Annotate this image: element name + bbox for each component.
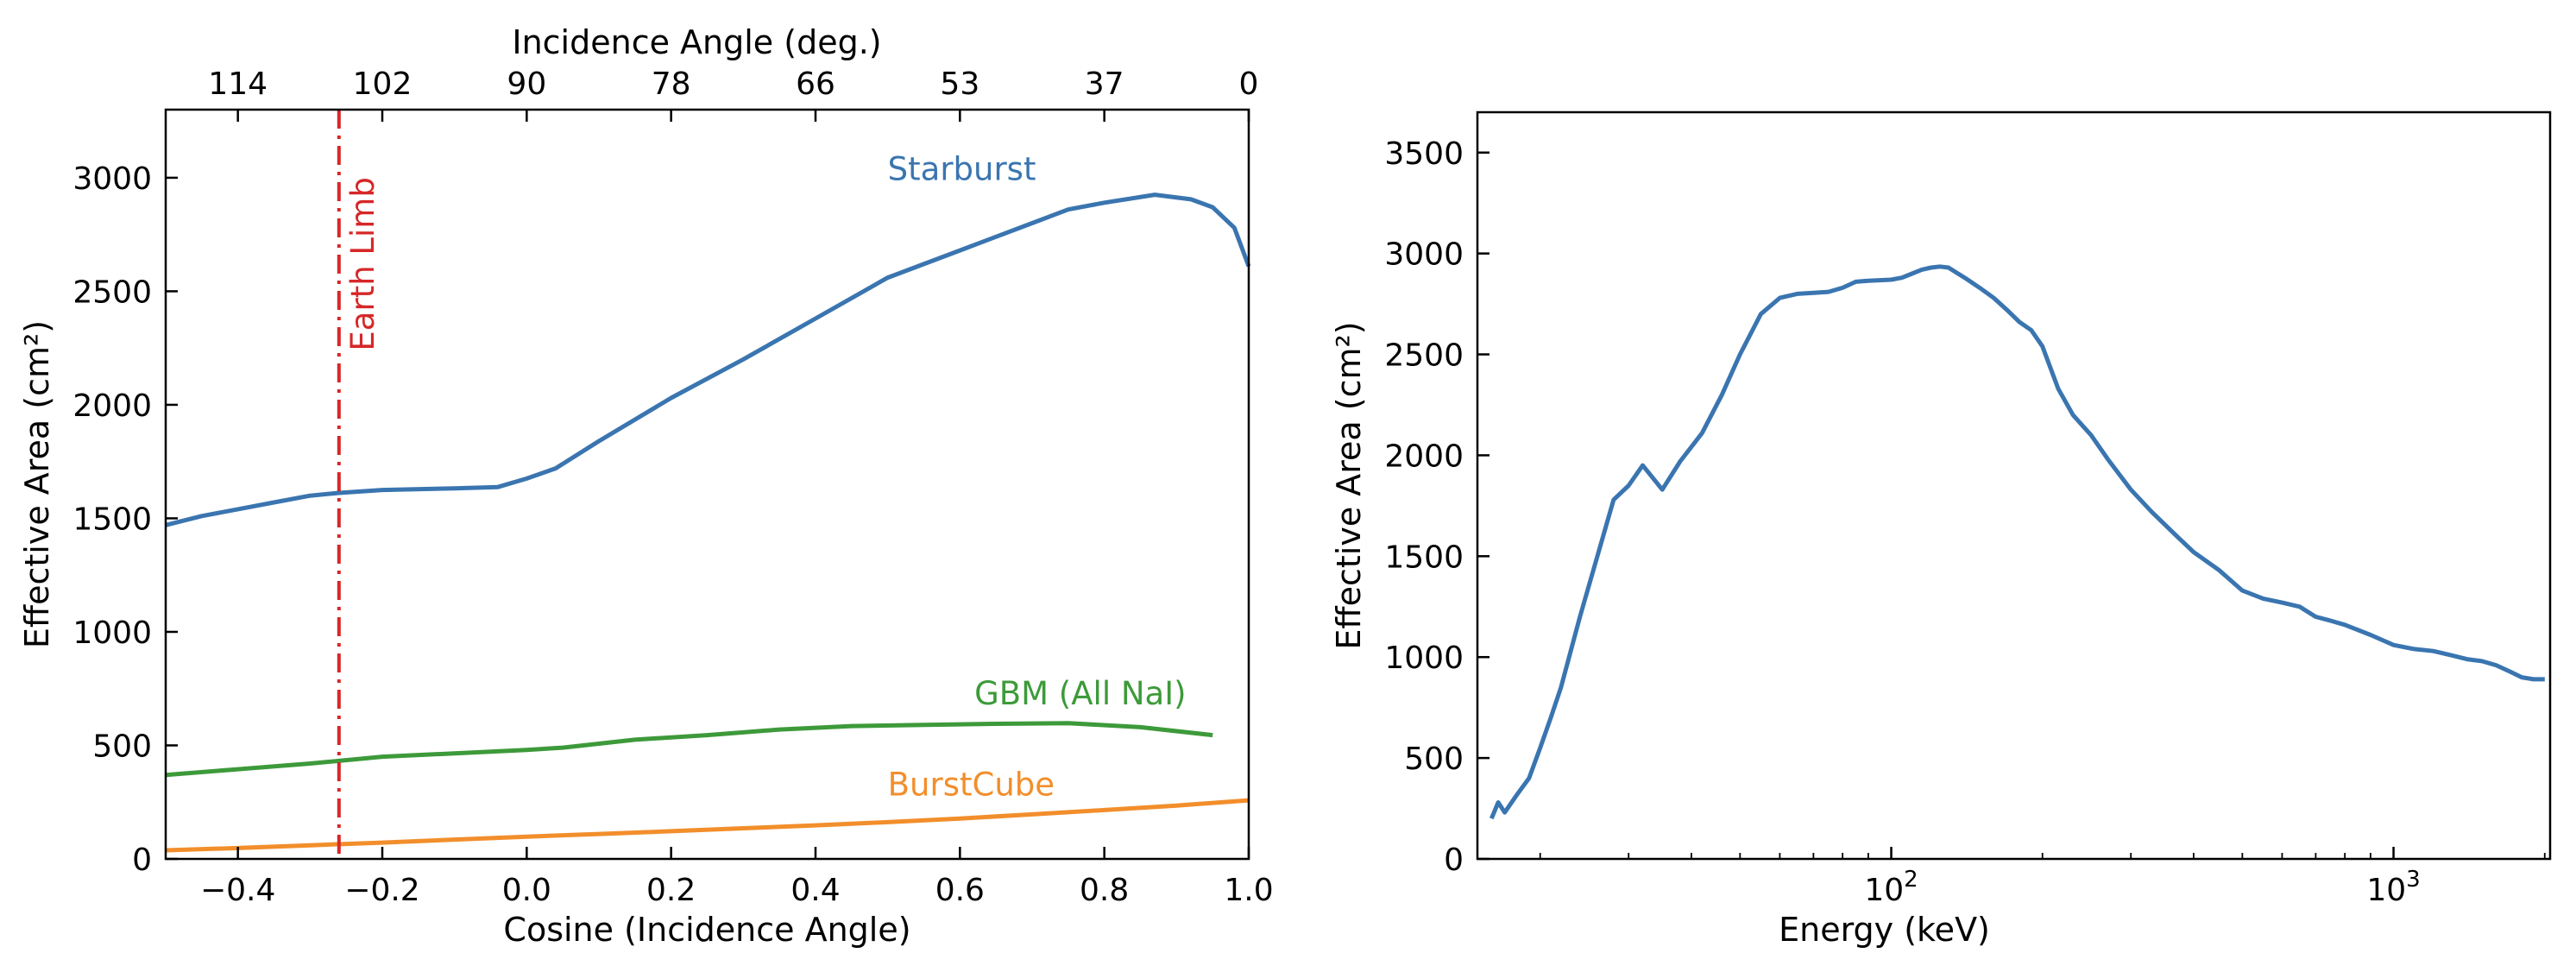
earth-limb-label: Earth Limb (344, 177, 381, 350)
top-axis-label: Incidence Angle (deg.) (512, 23, 881, 61)
y-tick-label: 1500 (72, 502, 152, 537)
series-line-burstcube (165, 798, 1250, 853)
y-tick-label: 3000 (1384, 237, 1464, 273)
x-tick-label: 0.2 (646, 873, 696, 908)
series-lines (165, 193, 1251, 853)
x-tick-label: 103 (2366, 867, 2420, 908)
y-tick-label: 0 (132, 843, 152, 878)
x-tick-label: 102 (1864, 867, 1918, 908)
left-plot-frame (164, 108, 1250, 861)
x-tick-label: −0.4 (200, 873, 275, 908)
top-tick-label: 37 (1085, 66, 1124, 102)
x-tick-label: 0.0 (502, 873, 551, 908)
y-tick-label: 0 (1444, 843, 1464, 878)
y-tick-label: 2000 (72, 388, 152, 424)
effective-area-vs-cosine-chart: −0.4 −0.2 0.0 0.2 0.4 0.6 0.8 1.0 0 500 1000 1500 20… (18, 23, 1274, 949)
y-tick-label: 1500 (1384, 540, 1464, 575)
y-tick-label: 500 (92, 729, 152, 764)
series-labels: Starburst GBM (All NaI) BurstCube (888, 151, 1187, 804)
top-tick-label: 78 (652, 66, 691, 102)
top-tick-label: 0 (1239, 66, 1259, 102)
x-tick-label: 0.6 (935, 873, 985, 908)
x-tick-label: −0.2 (344, 873, 419, 908)
series-line-effective-area (1489, 264, 2545, 820)
x-axis-label: Energy (keV) (1779, 911, 1990, 949)
y-tick-label: 2000 (1384, 439, 1464, 474)
y-tick-label: 3000 (72, 161, 152, 197)
top-tick-label: 66 (796, 66, 835, 102)
left-axis-ticks: −0.4 −0.2 0.0 0.2 0.4 0.6 0.8 1.0 0 500 1000 1500 20… (72, 161, 1273, 908)
right-plot-frame (1476, 110, 2552, 861)
top-tick-label: 53 (940, 66, 979, 102)
y-axis-label: Effective Area (cm²) (18, 320, 56, 648)
y-tick-label: 2500 (72, 275, 152, 310)
series-lines (1489, 264, 2545, 820)
y-axis-label: Effective Area (cm²) (1330, 321, 1368, 649)
x-tick-label: 0.8 (1080, 873, 1129, 908)
series-line-gbm-all-nai (165, 721, 1213, 778)
y-tick-label: 2500 (1384, 338, 1464, 374)
top-tick-label: 102 (353, 66, 413, 102)
top-axis-tick-labels: 114 102 90 78 66 53 37 0 (208, 66, 1258, 122)
series-label-burstcube: BurstCube (888, 766, 1055, 803)
x-tick-label: 0.4 (790, 873, 840, 908)
y-tick-label: 500 (1404, 742, 1464, 777)
series-label-starburst: Starburst (888, 151, 1036, 188)
y-tick-label: 1000 (1384, 641, 1464, 676)
y-tick-label: 3500 (1384, 136, 1464, 172)
y-tick-label: 1000 (72, 615, 152, 651)
top-tick-label: 90 (507, 66, 546, 102)
x-axis-label: Cosine (Incidence Angle) (503, 911, 910, 949)
right-axis-ticks: 102 103 0 500 1000 1500 2000 2500 3000 3500 (1384, 136, 2546, 908)
top-tick-label: 114 (208, 66, 268, 102)
effective-area-vs-energy-chart: 102 103 0 500 1000 1500 2000 2500 3000 3500 Energ… (1330, 110, 2552, 949)
series-line-starburst (165, 193, 1251, 527)
x-tick-label: 1.0 (1224, 873, 1273, 908)
series-label-gbm-all-nai: GBM (All NaI) (974, 675, 1187, 712)
